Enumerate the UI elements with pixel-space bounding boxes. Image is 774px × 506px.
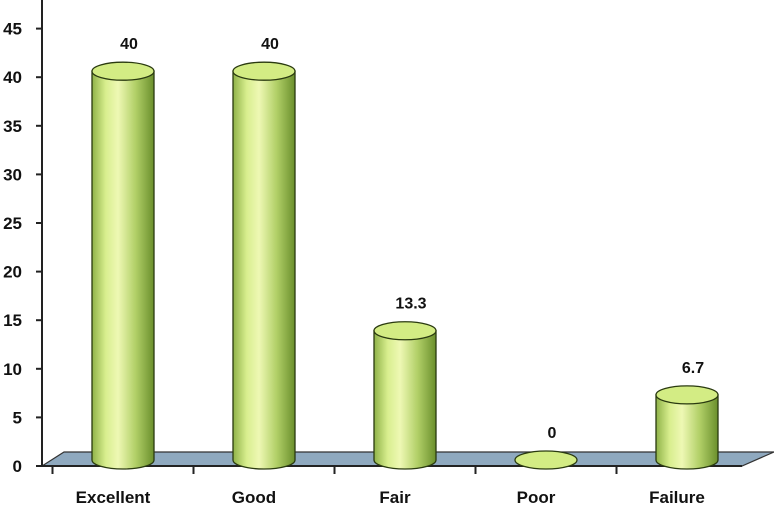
y-tick-label: 15 — [3, 311, 22, 330]
bar-top — [232, 61, 296, 81]
bar-top — [514, 450, 578, 470]
y-tick-label: 35 — [3, 117, 22, 136]
bar-excellent — [91, 61, 155, 470]
y-tick-label: 25 — [3, 214, 22, 233]
y-tick-label: 45 — [3, 20, 22, 39]
x-tick-label: Poor — [517, 488, 556, 506]
bar-top — [373, 321, 437, 341]
y-tick-label: 40 — [3, 68, 22, 87]
y-tick-label: 0 — [13, 457, 22, 476]
y-tick-label: 10 — [3, 360, 22, 379]
bar-body — [232, 70, 296, 470]
bar-good — [232, 61, 296, 470]
bar-top — [655, 385, 719, 405]
bar-body — [655, 394, 719, 470]
bar-fair — [373, 321, 437, 470]
x-tick-label: Excellent — [76, 488, 151, 506]
x-tick-label: Fair — [379, 488, 411, 506]
x-tick-label: Good — [232, 488, 276, 506]
data-label: 0 — [548, 425, 557, 442]
y-tick-label: 5 — [13, 408, 22, 427]
y-tick-label: 30 — [3, 165, 22, 184]
bar-poor — [514, 450, 578, 470]
bar-body — [91, 70, 155, 470]
x-tick-label: Failure — [649, 488, 705, 506]
y-tick-label: 20 — [3, 263, 22, 282]
bar-body — [373, 330, 437, 470]
data-label: 40 — [261, 36, 279, 53]
bar-failure — [655, 385, 719, 470]
bar-top — [91, 61, 155, 81]
data-label: 6.7 — [682, 360, 704, 377]
data-label: 40 — [120, 36, 138, 53]
data-label: 13.3 — [395, 296, 426, 313]
